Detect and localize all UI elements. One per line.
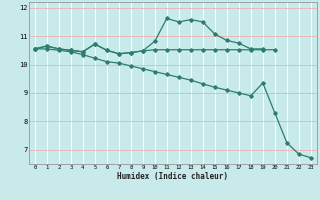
X-axis label: Humidex (Indice chaleur): Humidex (Indice chaleur) [117,172,228,181]
